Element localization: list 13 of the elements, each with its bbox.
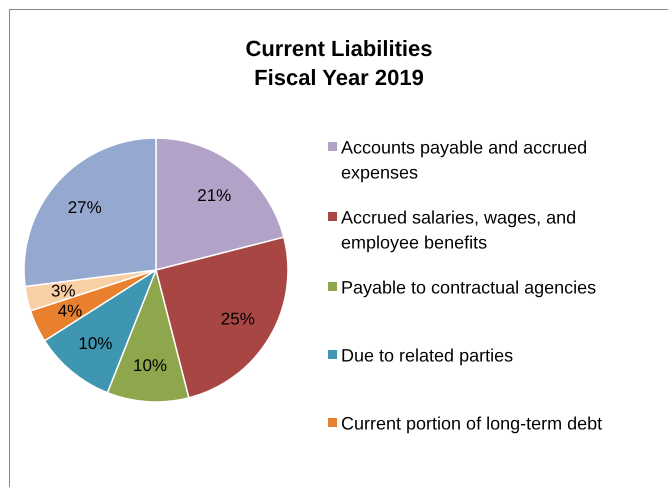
chart-title: Current Liabilities Fiscal Year 2019 bbox=[245, 36, 433, 90]
legend-label: Due to related parties bbox=[341, 345, 514, 366]
legend-label: Payable to contractual agencies bbox=[341, 277, 596, 298]
legend-label: Current portion of long-term debt bbox=[341, 413, 602, 434]
data-label: 4% bbox=[58, 301, 82, 320]
data-label: 21% bbox=[197, 186, 232, 205]
data-label: 25% bbox=[220, 309, 255, 328]
legend-label: Accounts payable and accrued expenses bbox=[341, 137, 588, 182]
data-label: 10% bbox=[78, 334, 112, 354]
data-label: 3% bbox=[50, 282, 76, 301]
data-label: 10% bbox=[133, 356, 168, 375]
data-label: 27% bbox=[68, 198, 102, 218]
legend-label: Accrued salaries, wages, and employee benefits bbox=[341, 207, 576, 252]
